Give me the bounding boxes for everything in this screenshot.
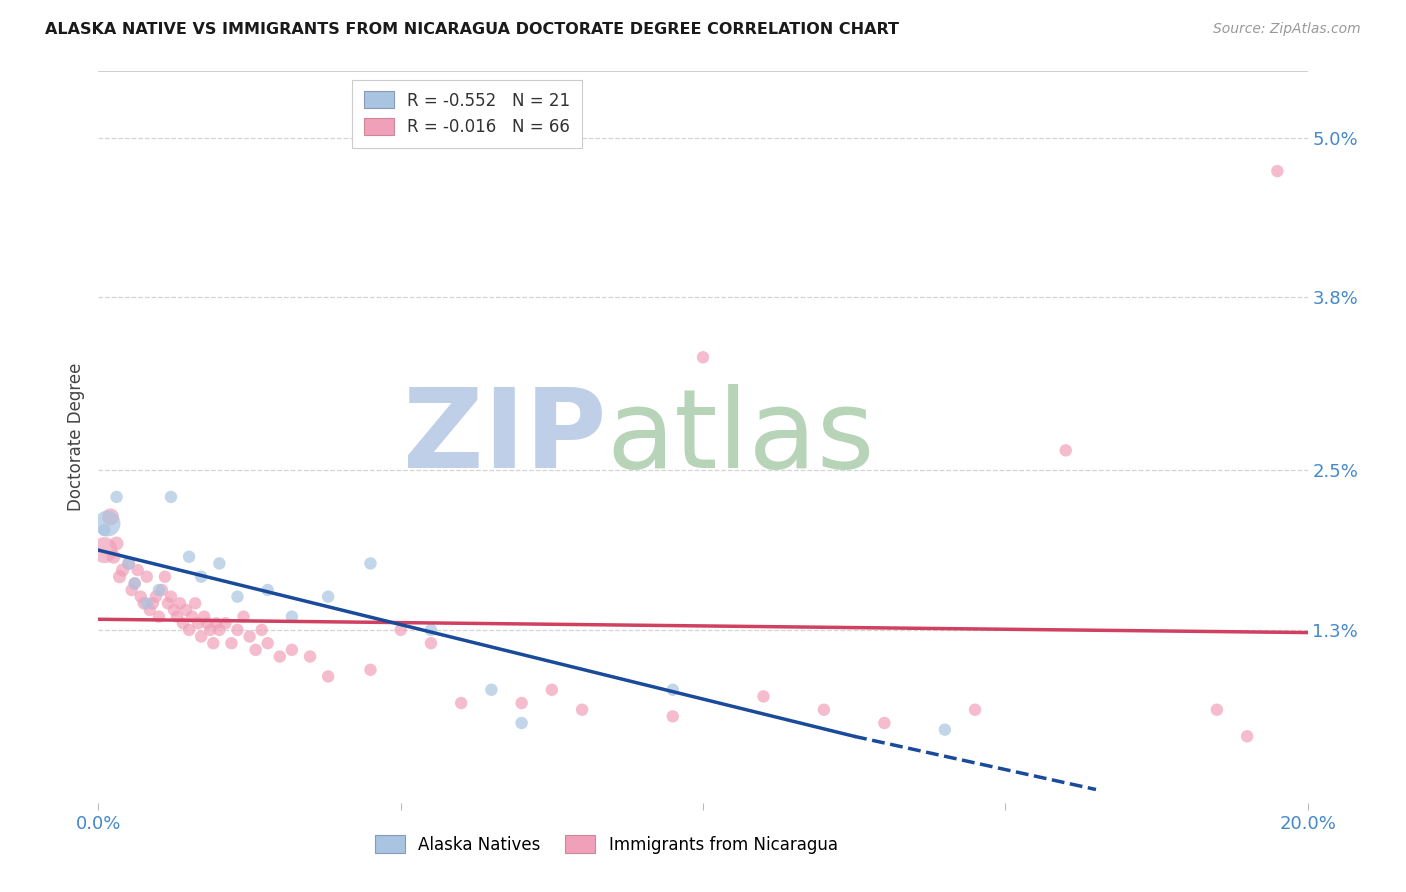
Point — [179, 623, 201, 637]
Point — [692, 351, 714, 365]
Point — [195, 616, 218, 631]
Point — [873, 716, 896, 731]
Point — [316, 590, 339, 604]
Y-axis label: Doctorate Degree: Doctorate Degree — [66, 363, 84, 511]
Point — [93, 523, 115, 537]
Point — [221, 636, 243, 650]
Point — [111, 563, 134, 577]
Point — [93, 543, 115, 558]
Point — [135, 596, 157, 610]
Point — [103, 549, 125, 564]
Point — [540, 682, 562, 697]
Point — [226, 623, 249, 637]
Point — [813, 703, 835, 717]
Point — [1267, 164, 1289, 178]
Point — [121, 582, 143, 597]
Legend: Alaska Natives, Immigrants from Nicaragua: Alaska Natives, Immigrants from Nicaragu… — [368, 829, 845, 860]
Point — [160, 590, 183, 604]
Point — [481, 682, 503, 697]
Point — [184, 596, 207, 610]
Point — [269, 649, 291, 664]
Point — [1206, 703, 1229, 717]
Point — [250, 623, 273, 637]
Point — [316, 669, 339, 683]
Point — [1236, 729, 1258, 743]
Point — [510, 716, 533, 731]
Point — [153, 570, 176, 584]
Point — [232, 609, 254, 624]
Point — [150, 582, 173, 597]
Point — [172, 616, 194, 631]
Point — [360, 663, 382, 677]
Point — [208, 623, 231, 637]
Point — [205, 616, 228, 631]
Point — [1054, 443, 1077, 458]
Point — [124, 576, 146, 591]
Text: ALASKA NATIVE VS IMMIGRANTS FROM NICARAGUA DOCTORATE DEGREE CORRELATION CHART: ALASKA NATIVE VS IMMIGRANTS FROM NICARAG… — [45, 22, 898, 37]
Point — [108, 570, 131, 584]
Point — [661, 709, 683, 723]
Point — [187, 616, 209, 631]
Point — [934, 723, 956, 737]
Point — [148, 609, 170, 624]
Point — [118, 557, 141, 571]
Point — [105, 536, 128, 550]
Point — [142, 596, 165, 610]
Point — [105, 490, 128, 504]
Point — [190, 630, 212, 644]
Point — [174, 603, 197, 617]
Point — [129, 590, 152, 604]
Point — [202, 636, 225, 650]
Point — [127, 563, 149, 577]
Point — [299, 649, 322, 664]
Point — [752, 690, 775, 704]
Text: Source: ZipAtlas.com: Source: ZipAtlas.com — [1213, 22, 1361, 37]
Point — [118, 557, 141, 571]
Point — [179, 549, 201, 564]
Point — [181, 609, 204, 624]
Point — [965, 703, 987, 717]
Point — [360, 557, 382, 571]
Point — [100, 509, 122, 524]
Point — [190, 570, 212, 584]
Point — [163, 603, 186, 617]
Point — [450, 696, 472, 710]
Point — [420, 623, 443, 637]
Point — [389, 623, 412, 637]
Point — [200, 623, 222, 637]
Point — [281, 609, 304, 624]
Point — [256, 636, 278, 650]
Point — [135, 570, 157, 584]
Point — [169, 596, 191, 610]
Point — [139, 603, 162, 617]
Point — [226, 590, 249, 604]
Point — [148, 582, 170, 597]
Point — [124, 576, 146, 591]
Point — [166, 609, 188, 624]
Point — [245, 643, 267, 657]
Point — [661, 682, 683, 697]
Point — [571, 703, 593, 717]
Point — [96, 516, 118, 531]
Point — [156, 596, 179, 610]
Point — [214, 616, 236, 631]
Text: atlas: atlas — [606, 384, 875, 491]
Point — [193, 609, 215, 624]
Point — [420, 636, 443, 650]
Point — [510, 696, 533, 710]
Point — [281, 643, 304, 657]
Point — [145, 590, 167, 604]
Point — [208, 557, 231, 571]
Point — [256, 582, 278, 597]
Text: ZIP: ZIP — [404, 384, 606, 491]
Point — [160, 490, 183, 504]
Point — [239, 630, 262, 644]
Point — [132, 596, 155, 610]
